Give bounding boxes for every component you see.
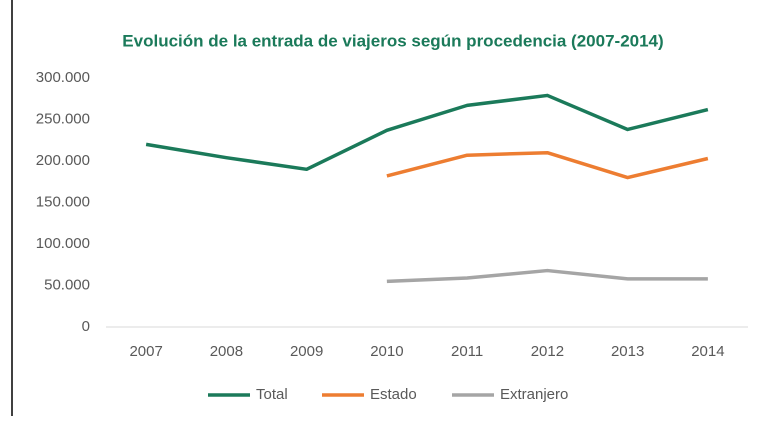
x-tick-label: 2014: [691, 343, 724, 360]
legend-label: Extranjero: [500, 386, 568, 403]
chart-title: Evolución de la entrada de viajeros segú…: [122, 31, 663, 50]
series-line: [386, 268, 708, 284]
series-line: [145, 93, 709, 172]
y-tick-label: 0: [82, 318, 90, 335]
y-tick-label: 250.000: [36, 110, 90, 127]
y-tick-label: 100.000: [36, 235, 90, 252]
legend-label: Total: [256, 386, 288, 403]
x-tick-label: 2007: [129, 343, 162, 360]
y-tick-label: 200.000: [36, 152, 90, 169]
y-tick-label: 150.000: [36, 193, 90, 210]
x-tick-label: 2012: [531, 343, 564, 360]
y-tick-label: 50.000: [44, 276, 90, 293]
legend-label: Estado: [370, 386, 417, 403]
y-tick-label: 300.000: [36, 69, 90, 86]
x-tick-label: 2008: [210, 343, 243, 360]
x-tick-label: 2013: [611, 343, 644, 360]
x-tick-label: 2011: [451, 343, 483, 360]
series-line: [386, 150, 709, 180]
x-tick-label: 2010: [370, 343, 403, 360]
x-tick-label: 2009: [290, 343, 323, 360]
